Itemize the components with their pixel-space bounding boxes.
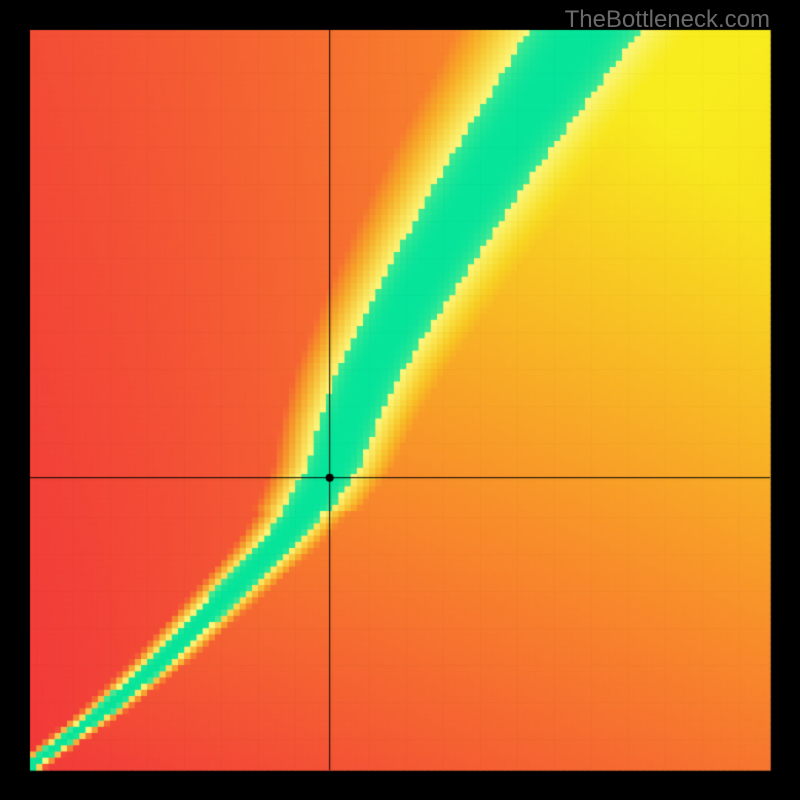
bottleneck-heatmap bbox=[0, 0, 800, 800]
chart-container: TheBottleneck.com bbox=[0, 0, 800, 800]
watermark-text: TheBottleneck.com bbox=[565, 6, 770, 34]
